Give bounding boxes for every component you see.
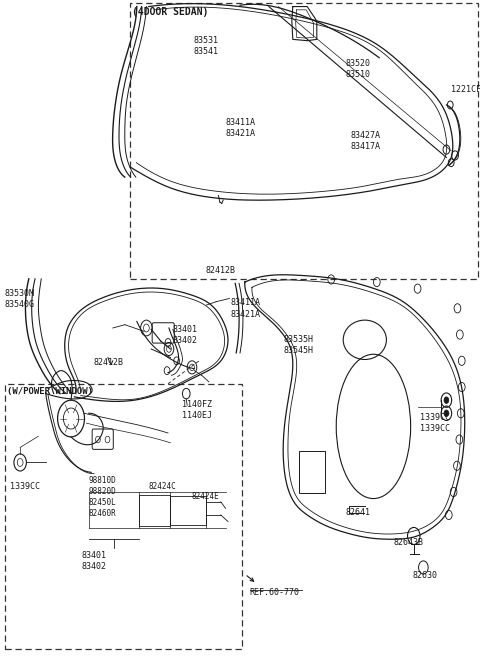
Text: 83535H
83545H: 83535H 83545H — [283, 335, 313, 355]
Text: 1140FZ
1140EJ: 1140FZ 1140EJ — [182, 400, 212, 420]
Text: 83530M
83540G: 83530M 83540G — [5, 289, 35, 309]
Text: (W/POWER WINDOW): (W/POWER WINDOW) — [7, 387, 93, 396]
Text: 82412B: 82412B — [94, 358, 124, 367]
Text: 82412B: 82412B — [206, 266, 236, 275]
Text: 83411A
83421A: 83411A 83421A — [226, 118, 255, 138]
Text: 1339CC: 1339CC — [10, 482, 39, 491]
Text: 83401
83402: 83401 83402 — [173, 325, 198, 345]
Text: (4DOOR SEDAN): (4DOOR SEDAN) — [132, 7, 208, 16]
Text: 82643B: 82643B — [394, 538, 423, 547]
Text: 83411A
83421A: 83411A 83421A — [230, 298, 260, 319]
Text: 83427A
83417A: 83427A 83417A — [350, 131, 380, 152]
Circle shape — [444, 397, 449, 403]
Text: 83520
83510: 83520 83510 — [346, 59, 371, 79]
Text: 83401
83402: 83401 83402 — [81, 551, 106, 571]
Text: 82424C: 82424C — [149, 482, 177, 491]
Text: 82424E: 82424E — [192, 492, 220, 501]
Circle shape — [444, 410, 449, 417]
Text: REF.60-770: REF.60-770 — [250, 588, 300, 598]
Text: 82630: 82630 — [413, 571, 438, 580]
Text: 82641: 82641 — [346, 508, 371, 518]
Text: 98810D
98820D
82450L
82460R: 98810D 98820D 82450L 82460R — [89, 476, 117, 518]
Text: 83531
83541: 83531 83541 — [194, 36, 219, 56]
Text: 1221CF: 1221CF — [451, 85, 480, 94]
Text: 1339CC
1339CC: 1339CC 1339CC — [420, 413, 450, 434]
